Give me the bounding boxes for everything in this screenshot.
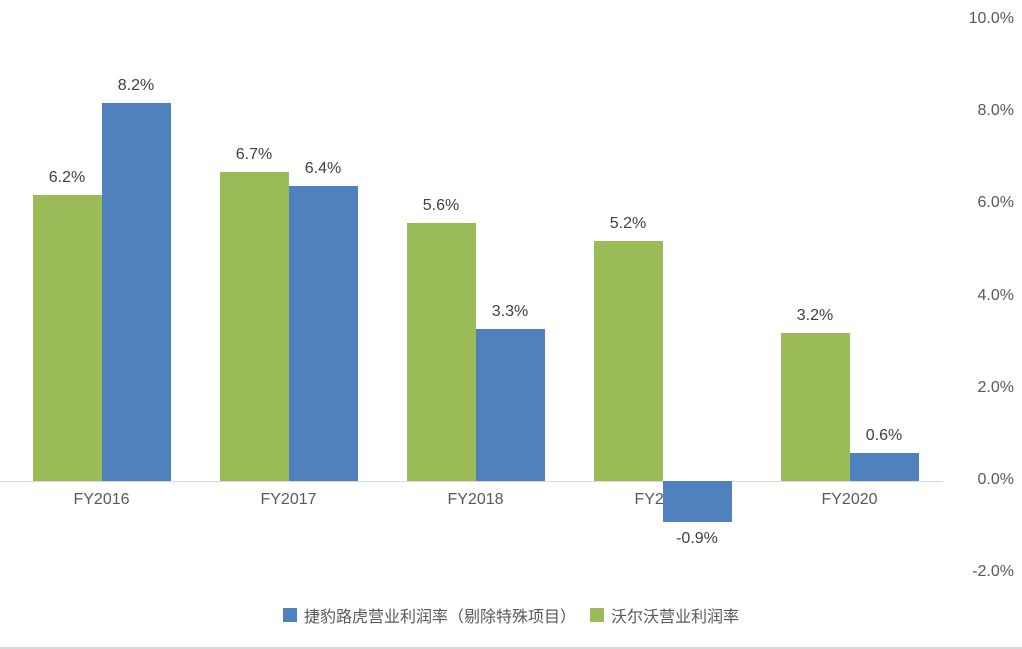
- y-axis: 10.0% 8.0% 6.0% 4.0% 2.0% 0.0% -2.0%: [944, 0, 1014, 649]
- data-label: 3.3%: [491, 302, 529, 320]
- y-tick-label: 8.0%: [977, 102, 1014, 120]
- data-label: 6.4%: [304, 159, 342, 177]
- data-label: -0.9%: [676, 530, 718, 548]
- x-axis-label: FY2016: [73, 490, 130, 508]
- x-axis-label: FY2018: [447, 490, 504, 508]
- bottom-border-line: [0, 647, 1022, 649]
- data-label: 6.2%: [48, 169, 86, 187]
- legend-label: 捷豹路虎营业利润率（剔除特殊项目）: [303, 609, 576, 626]
- legend-swatch-icon: [590, 608, 604, 622]
- bar-fy2018-series0: [475, 328, 545, 481]
- y-tick-label: 2.0%: [977, 378, 1014, 396]
- legend-label: 沃尔沃营业利润率: [611, 609, 740, 626]
- legend-swatch-icon: [282, 608, 297, 622]
- bar-fy2017-series1: [219, 172, 289, 481]
- bar-fy2019-series1: [593, 241, 663, 481]
- legend-item-series0: 捷豹路虎营业利润率（剔除特殊项目）: [282, 603, 576, 627]
- data-label: 5.6%: [422, 196, 460, 214]
- data-label: 8.2%: [117, 76, 155, 94]
- legend: 捷豹路虎营业利润率（剔除特殊项目） 沃尔沃营业利润率: [0, 603, 1022, 627]
- bar-fy2016-series1: [32, 195, 102, 481]
- bar-fy2020-series0: [849, 453, 919, 481]
- zero-axis-line: [0, 480, 943, 482]
- x-axis-label: FY2020: [821, 490, 878, 508]
- bar-fy2018-series1: [406, 222, 476, 481]
- bar-fy2020-series1: [780, 333, 850, 481]
- bar-fy2017-series0: [288, 185, 358, 481]
- bar-fy2019-series0: [662, 480, 732, 523]
- y-tick-label: 4.0%: [977, 286, 1014, 304]
- x-axis-label: FY2017: [260, 490, 317, 508]
- bar-fy2016-series0: [101, 102, 171, 481]
- y-tick-label: -2.0%: [972, 563, 1014, 580]
- data-label: 5.2%: [609, 215, 647, 233]
- data-label: 3.2%: [796, 307, 834, 325]
- legend-item-series1: 沃尔沃营业利润率: [590, 603, 739, 627]
- data-label: 6.7%: [235, 146, 273, 164]
- y-tick-label: 6.0%: [977, 194, 1014, 212]
- y-tick-label: 10.0%: [968, 10, 1014, 27]
- data-label: 0.6%: [865, 427, 903, 445]
- y-tick-label: 0.0%: [977, 470, 1014, 488]
- plot-area: FY2016FY2017FY2018FY2019FY20206.2%8.2%6.…: [0, 20, 943, 573]
